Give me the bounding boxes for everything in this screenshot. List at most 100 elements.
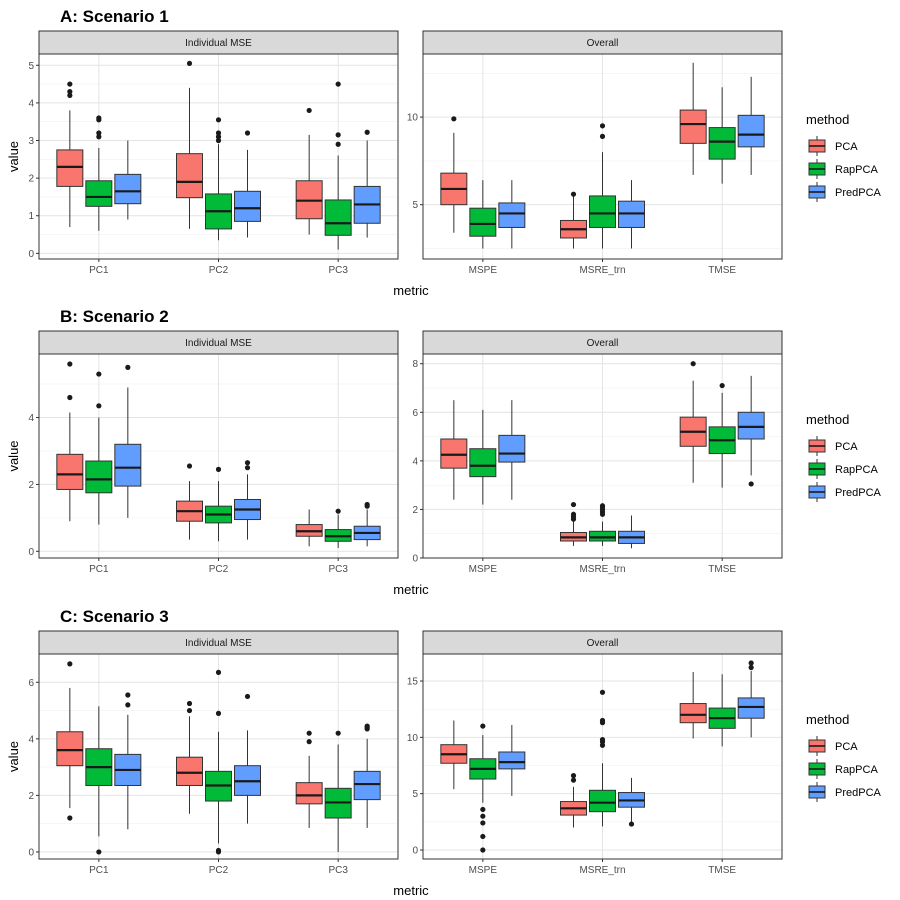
box-rappca-pc2: [205, 117, 232, 241]
y-tick-label: 8: [412, 359, 418, 370]
outlier-point: [125, 692, 131, 698]
box-pca-tmse: [679, 62, 707, 175]
outlier-point: [599, 133, 606, 139]
outlier-point: [748, 481, 754, 487]
box-rappca-pc1: [85, 706, 113, 855]
y-tick-label: 4: [28, 734, 34, 745]
x-tick-label: TMSE: [708, 564, 736, 575]
y-tick-label: 0: [412, 554, 418, 565]
y-tick-label: 2: [28, 791, 34, 802]
outlier-point: [599, 717, 606, 724]
legend-key-predpca: [808, 782, 826, 802]
box-predpca-mspe: [498, 400, 526, 500]
box-rappca-mspe: [469, 409, 497, 505]
box-rappca-pc2: [205, 466, 232, 542]
legend-label-predpca: PredPCA: [835, 187, 882, 199]
outlier-point: [719, 382, 725, 389]
outlier-point: [96, 130, 102, 136]
box-iqr: [324, 199, 352, 236]
outlier-point: [480, 820, 486, 826]
box-pca-tmse: [679, 672, 707, 739]
y-tick-label: 15: [407, 677, 419, 688]
y-tick-label: 2: [28, 480, 34, 491]
y-tick-label: 0: [28, 249, 34, 260]
legend-key-predpca: [808, 482, 826, 502]
legend-title: method: [806, 712, 849, 727]
outlier-point: [244, 693, 251, 700]
box-rappca-pc3: [324, 508, 352, 548]
outlier-point: [599, 737, 606, 743]
box-rappca-mspe: [469, 723, 497, 853]
x-tick-label: PC3: [328, 564, 348, 575]
y-tick-label: 4: [412, 456, 418, 467]
facet-overall: Overall 0 2 4 6 8 MSPE MSRE_trn TMSE: [412, 330, 783, 575]
box-predpca-msre_trn: [618, 515, 645, 549]
box-iqr: [176, 756, 203, 786]
facet-strip-label: Individual MSE: [185, 638, 252, 649]
box-predpca-pc3: [353, 501, 381, 547]
outlier-point: [599, 503, 606, 509]
box-predpca-pc3: [353, 723, 381, 828]
box-pca-msre_trn: [560, 773, 587, 828]
x-tick-label: MSRE_trn: [579, 265, 625, 276]
box-predpca-pc1: [114, 692, 142, 830]
outlier-point: [67, 661, 73, 667]
outlier-point: [480, 847, 486, 853]
panel-border: [38, 353, 399, 559]
panel-border: [38, 53, 399, 260]
legend-label-pca: PCA: [835, 141, 858, 153]
box-predpca-pc1: [114, 364, 142, 518]
outlier-point: [599, 123, 606, 129]
box-pca-pc3: [295, 107, 323, 235]
box-predpca-pc2: [234, 460, 261, 540]
box-pca-mspe: [440, 116, 468, 233]
box-iqr: [589, 530, 616, 542]
facet-strip-label: Overall: [587, 38, 619, 49]
box-predpca-mspe: [498, 180, 526, 249]
outlier-point: [215, 710, 222, 716]
outlier-point: [480, 723, 486, 729]
box-pca-pc2: [176, 60, 203, 229]
outlier-point: [96, 849, 102, 855]
chart-title: A: Scenario 1: [60, 7, 169, 26]
legend-key-pca: [808, 736, 826, 756]
legend-label-rappca: RapPCA: [835, 764, 878, 776]
facet-strip-label: Individual MSE: [185, 38, 252, 49]
outlier-point: [215, 117, 222, 123]
box-iqr: [353, 770, 381, 801]
outlier-point: [96, 403, 102, 409]
box-pca-pc1: [56, 661, 84, 821]
box-iqr: [176, 153, 203, 199]
y-tick-label: 5: [412, 200, 418, 211]
outlier-point: [748, 664, 754, 671]
outlier-point: [215, 130, 222, 136]
box-predpca-pc2: [234, 693, 261, 824]
facet-individual-mse: Individual MSE 0 2 4 6 PC1 PC2 PC3: [28, 630, 399, 876]
panel-border: [422, 353, 783, 559]
box-predpca-msre_trn: [618, 180, 645, 249]
box-rappca-msre_trn: [589, 123, 616, 249]
box-predpca-mspe: [498, 724, 526, 796]
box-rappca-pc3: [324, 81, 352, 250]
legend-key-rappca: [808, 759, 826, 779]
outlier-point: [335, 141, 341, 147]
outlier-point: [67, 89, 73, 95]
facet-strip-label: Overall: [587, 638, 619, 649]
box-pca-tmse: [679, 361, 707, 483]
panel-border: [422, 53, 783, 260]
legend-key-rappca: [808, 459, 826, 479]
outlier-point: [748, 660, 754, 666]
box-iqr: [56, 149, 84, 187]
outlier-point: [570, 191, 577, 197]
facet-overall: Overall 0 5 10 15 MSPE MSRE_trn TMSE: [407, 630, 783, 876]
outlier-point: [186, 707, 193, 714]
y-tick-label: 2: [412, 505, 418, 516]
outlier-point: [67, 815, 73, 821]
box-iqr: [708, 127, 736, 160]
box-pca-mspe: [440, 400, 468, 500]
chart-title: C: Scenario 3: [60, 607, 169, 626]
box-predpca-tmse: [737, 76, 765, 175]
box-iqr: [440, 438, 468, 469]
y-axis-label: value: [6, 741, 21, 772]
